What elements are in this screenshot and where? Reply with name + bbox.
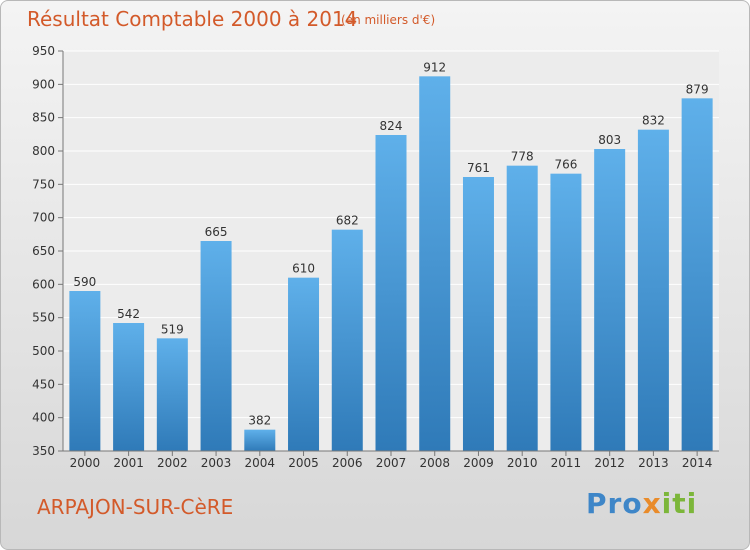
bar-2012 (594, 149, 626, 451)
y-axis: 350 400 450 500 550 600 650 700 750 800 850 900 950 (32, 44, 64, 458)
x-tick-label: 2007 (376, 456, 407, 470)
bar-2001 (113, 323, 145, 451)
bar-2008 (419, 76, 451, 451)
x-tick-label: 2002 (157, 456, 188, 470)
y-tick-label: 700 (32, 211, 55, 225)
y-tick-label: 800 (32, 144, 55, 158)
logo-part-2: x (642, 487, 662, 520)
logo-part-3: iti (661, 487, 698, 520)
bar-2010 (506, 165, 538, 451)
y-tick-label: 450 (32, 377, 55, 391)
data-label: 542 (117, 307, 140, 321)
chart-subtitle: (en milliers d'€) (341, 13, 436, 27)
data-label: 665 (205, 225, 228, 239)
bar-2013 (637, 129, 669, 451)
bars: 590 542 519 665 382 610 682 824 912 761 778 766 803 8… (69, 60, 713, 451)
proxiti-logo[interactable]: Proxiti (586, 487, 697, 520)
bar-2005 (288, 277, 320, 451)
x-tick-label: 2005 (288, 456, 319, 470)
bar-2002 (156, 338, 188, 451)
x-tick-label: 2010 (507, 456, 538, 470)
y-tick-label: 600 (32, 277, 55, 291)
y-tick-label: 900 (32, 77, 55, 91)
bar-2014 (681, 98, 713, 451)
y-tick-label: 850 (32, 111, 55, 125)
data-label: 682 (336, 214, 359, 228)
y-tick-label: 550 (32, 311, 55, 325)
bar-2006 (331, 229, 363, 451)
bar-2009 (462, 177, 494, 451)
city-name: ARPAJON-SUR-CèRE (37, 495, 234, 519)
x-tick-label: 2000 (70, 456, 101, 470)
data-label: 778 (511, 150, 534, 164)
x-tick-label: 2004 (245, 456, 276, 470)
y-tick-label: 650 (32, 244, 55, 258)
x-tick-label: 2013 (638, 456, 669, 470)
y-tick-label: 350 (32, 444, 55, 458)
bar-2003 (200, 241, 232, 451)
bar-2011 (550, 173, 582, 451)
bar-2004 (244, 429, 276, 451)
x-axis: 2000 2001 2002 2003 2004 2005 2006 2007 2008 2009… (63, 450, 719, 470)
x-tick-label: 2012 (594, 456, 625, 470)
x-tick-label: 2003 (201, 456, 232, 470)
bar-2000 (69, 291, 101, 451)
x-tick-label: 2001 (113, 456, 144, 470)
chart-title: Résultat Comptable 2000 à 2014 (27, 7, 358, 31)
x-tick-label: 2006 (332, 456, 363, 470)
data-label: 879 (686, 82, 709, 96)
data-label: 766 (554, 158, 577, 172)
data-label: 382 (248, 414, 271, 428)
y-tick-label: 950 (32, 44, 55, 58)
logo-part-1: Pro (586, 487, 643, 520)
bar-2007 (375, 135, 407, 451)
x-tick-label: 2008 (419, 456, 450, 470)
data-label: 824 (380, 119, 403, 133)
data-label: 832 (642, 114, 665, 128)
data-label: 803 (598, 133, 621, 147)
y-tick-label: 750 (32, 177, 55, 191)
data-label: 761 (467, 161, 490, 175)
x-tick-label: 2011 (551, 456, 582, 470)
x-tick-label: 2014 (682, 456, 713, 470)
data-label: 519 (161, 322, 184, 336)
x-tick-label: 2009 (463, 456, 494, 470)
y-tick-label: 400 (32, 411, 55, 425)
data-label: 912 (423, 60, 446, 74)
data-label: 590 (73, 275, 96, 289)
data-label: 610 (292, 262, 315, 276)
y-tick-label: 500 (32, 344, 55, 358)
